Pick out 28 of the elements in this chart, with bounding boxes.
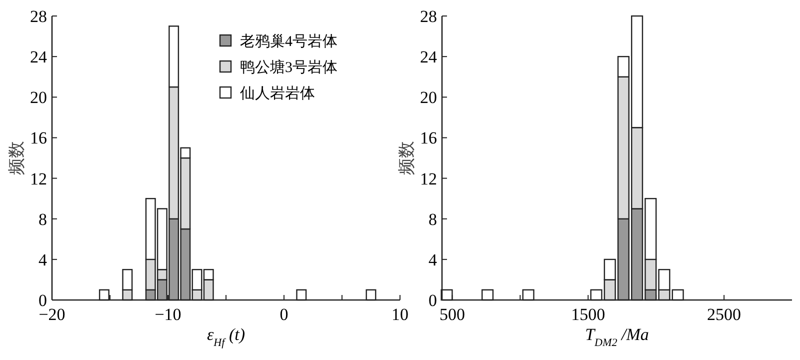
y-tick-label: 20 [30, 88, 47, 108]
y-tick-label: 16 [30, 128, 47, 148]
x-tick-label: 1500 [571, 305, 606, 324]
y-axis-title: 频数 [397, 141, 416, 175]
y-tick-label: 24 [30, 48, 48, 67]
y-tick-label: 0 [428, 291, 437, 310]
legend-label: 老鸦巢4号岩体 [240, 33, 338, 50]
y-tick-label: 28 [420, 7, 437, 26]
y-tick-label: 8 [38, 210, 47, 229]
y-tick-label: 4 [428, 250, 438, 270]
y-tick-label: 8 [428, 210, 437, 229]
y-tick-label: 12 [420, 169, 437, 188]
y-tick-label: 20 [420, 88, 437, 108]
x-axis-title: T$_{DM2}$ /Ma [585, 325, 649, 349]
y-tick-label: 24 [420, 48, 438, 67]
y-tick-label: 16 [420, 128, 437, 148]
x-tick-label: 500 [439, 305, 465, 324]
x-tick-label: 10 [392, 305, 408, 324]
y-tick-label: 28 [30, 7, 47, 26]
x-tick-label: −10 [154, 305, 182, 324]
y-axis-title: 频数 [7, 141, 26, 175]
legend-label: 鸭公塘3号岩体 [240, 59, 338, 76]
y-tick-label: 12 [30, 169, 47, 188]
x-axis-title: ε$_{Hf}$ (t) [206, 325, 246, 349]
x-tick-label: 0 [280, 305, 288, 324]
y-tick-label: 4 [38, 250, 48, 270]
x-tick-label: 2500 [707, 305, 742, 324]
legend-label: 仙人岩岩体 [240, 85, 315, 102]
